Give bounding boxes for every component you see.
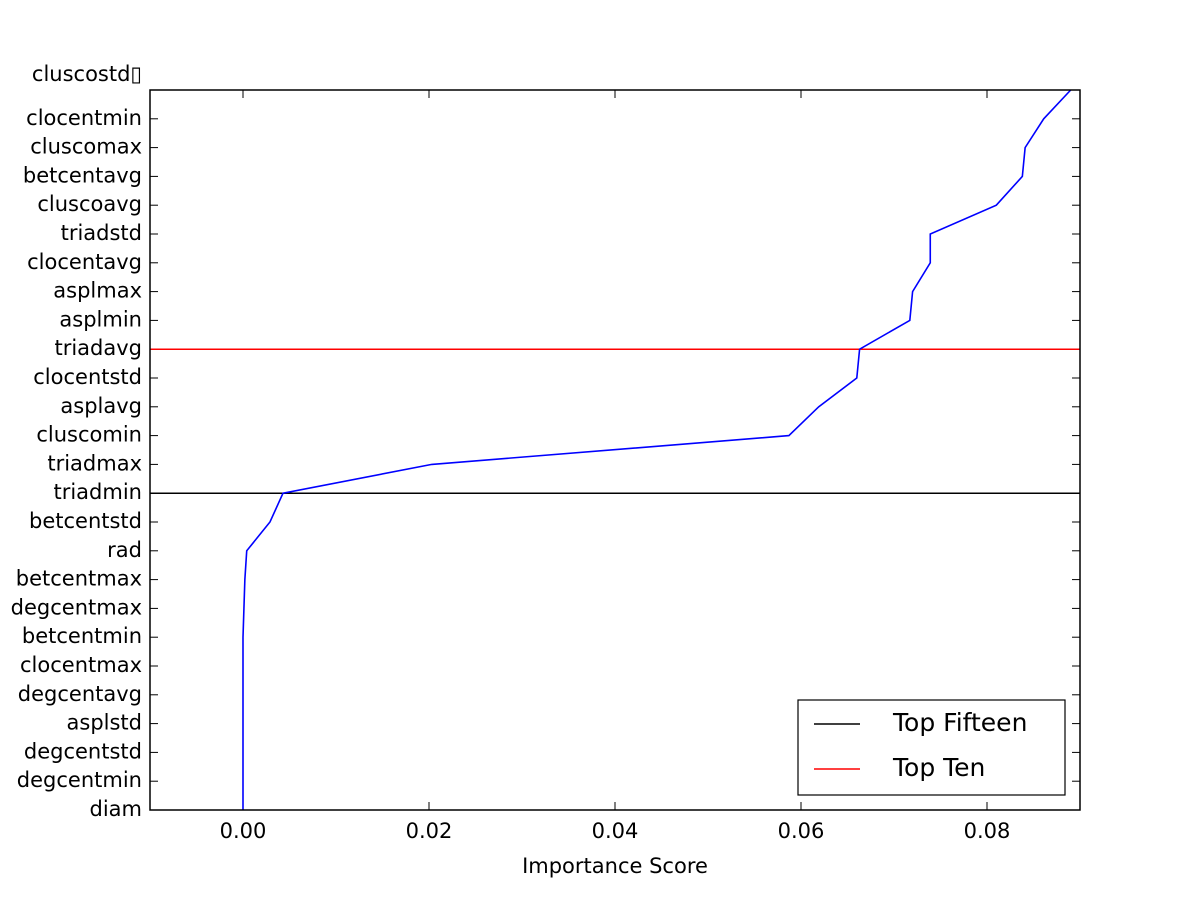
y-tick-label: degcentmax (11, 595, 142, 619)
y-tick-label: asplmax (53, 279, 142, 303)
y-tick-label: betcentmin (22, 624, 142, 648)
legend-label: Top Fifteen (892, 708, 1027, 737)
y-tick-label: degcentmin (17, 768, 142, 792)
x-tick-label: 0.04 (592, 819, 639, 843)
plot-frame (149, 89, 1081, 811)
x-tick-label: 0.06 (778, 819, 825, 843)
y-tick-label: clocentstd (33, 365, 142, 389)
y-tick-label: cluscostd▯ (32, 62, 142, 86)
x-tick-label: 0.00 (220, 819, 267, 843)
y-tick-label: degcentavg (18, 682, 142, 706)
x-tick-label: 0.08 (964, 819, 1011, 843)
y-tick-label: cluscomin (36, 423, 142, 447)
x-tick-label: 0.02 (406, 819, 453, 843)
y-tick-label: clocentmax (20, 653, 142, 677)
y-tick-label: rad (107, 538, 142, 562)
y-tick-label: triadavg (54, 336, 142, 360)
y-tick-label: cluscoavg (37, 192, 142, 216)
legend-label: Top Ten (892, 753, 985, 782)
legend-box (797, 699, 1066, 796)
y-tick-label: asplavg (60, 394, 142, 418)
y-tick-label: clocentavg (27, 250, 142, 274)
y-tick-label: asplmin (59, 307, 142, 331)
y-tick-label: clocentmin (26, 106, 142, 130)
y-tick-label: betcentmax (16, 567, 142, 591)
y-tick-label: betcentavg (23, 163, 142, 187)
y-tick-label: cluscomax (30, 135, 142, 159)
y-tick-label: diam (90, 797, 143, 821)
y-tick-label: triadmin (53, 480, 142, 504)
y-tick-label: betcentstd (29, 509, 142, 533)
x-axis-label: Importance Score (522, 854, 708, 878)
y-tick-label: asplstd (67, 711, 142, 735)
y-tick-label: degcentstd (24, 739, 142, 763)
series-line (242, 89, 1072, 810)
y-tick-label: triadmax (47, 451, 142, 475)
y-tick-label: triadstd (61, 221, 142, 245)
